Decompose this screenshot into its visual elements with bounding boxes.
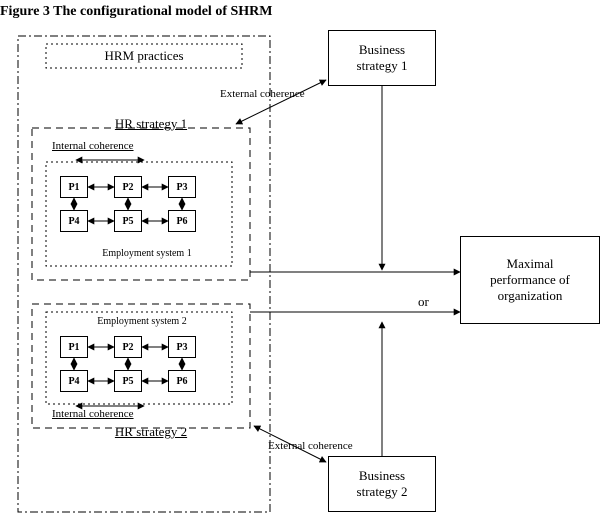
employment-system-2-nodes: P1 P2 P3 P4 P5 P6 <box>0 0 612 524</box>
p-node: P6 <box>168 370 196 392</box>
p-node: P4 <box>60 370 88 392</box>
p-node: P3 <box>168 336 196 358</box>
p-node: P1 <box>60 336 88 358</box>
p-node: P2 <box>114 336 142 358</box>
p-node: P5 <box>114 370 142 392</box>
